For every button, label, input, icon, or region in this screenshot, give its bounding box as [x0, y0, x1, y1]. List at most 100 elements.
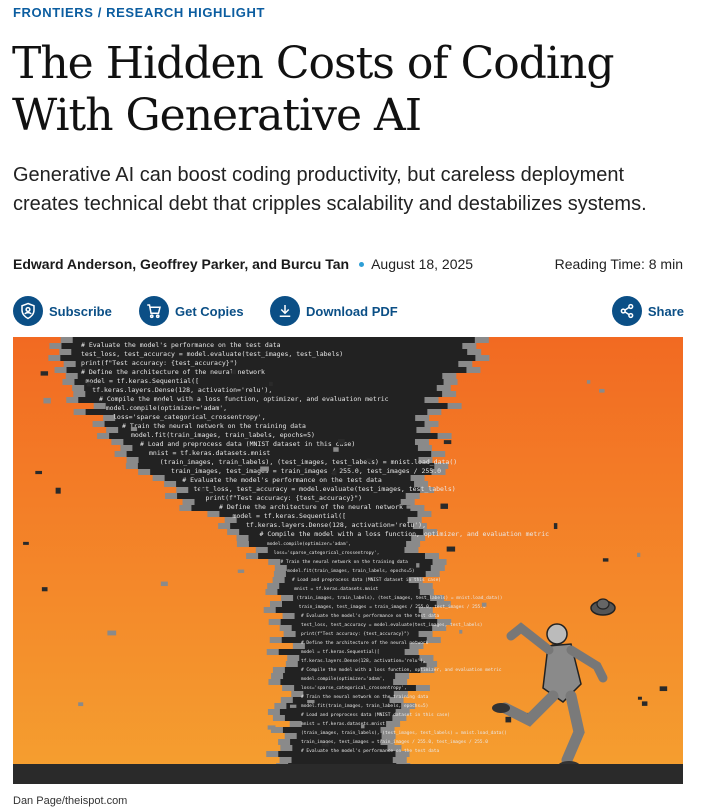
- tornado-band: [78, 397, 425, 403]
- tornado-band: [297, 661, 424, 667]
- tornado-band: [296, 733, 382, 739]
- debris-chip: [360, 724, 365, 729]
- tornado-band: [74, 379, 444, 385]
- tornado-band: [194, 499, 401, 505]
- code-line: tf.keras.layers.Dense(128, activation='r…: [301, 658, 426, 664]
- tornado-band: [118, 427, 417, 433]
- tornado-band: [284, 577, 409, 583]
- tornado-band: [219, 511, 418, 517]
- tornado-band: [295, 631, 419, 637]
- tornado-band: [299, 655, 420, 661]
- debris-chip: [307, 699, 315, 704]
- code-line: mnist = tf.keras.datasets.mnist: [301, 721, 385, 727]
- code-line: train_images, test_images = train_images…: [171, 467, 441, 475]
- code-line: tf.keras.layers.Dense(128, activation='r…: [92, 386, 272, 394]
- article-title: The Hidden Costs of Coding With Generati…: [12, 38, 615, 141]
- share-label: Share: [647, 303, 684, 319]
- debris-chip: [553, 523, 558, 530]
- debris-chip: [505, 716, 512, 723]
- byline: Edward Anderson, Geoffrey Parker, and Bu…: [13, 256, 683, 274]
- code-line: loss='sparse_categorical_crossentropy',: [301, 685, 407, 691]
- tornado-band: [77, 373, 443, 379]
- debris-chip: [23, 541, 29, 545]
- code-line: model.fit(train_images, train_labels, ep…: [301, 703, 428, 709]
- debris-chip: [337, 438, 345, 445]
- tornado-band: [164, 475, 411, 481]
- code-line: print(f"Test accuracy: {test_accuracy}"): [301, 631, 409, 637]
- code-line: model.fit(train_images, train_labels, ep…: [131, 431, 315, 439]
- debris-chip: [267, 725, 276, 730]
- running-man-figure: [492, 598, 616, 771]
- kicker-separator: /: [93, 5, 107, 20]
- download-pdf-label: Download PDF: [306, 303, 398, 319]
- tornado-band: [75, 361, 459, 367]
- tornado-band: [85, 409, 428, 415]
- tornado-band: [85, 391, 443, 397]
- debris-chip: [332, 470, 337, 476]
- debris-chip: [157, 400, 166, 406]
- subscribe-button[interactable]: Subscribe: [13, 296, 112, 326]
- tornado-body: [60, 337, 476, 769]
- code-line: # Load and preprocess data (MNIST datase…: [301, 712, 450, 718]
- tornado-band: [84, 385, 437, 391]
- hero-illustration: # Evaluate the model's performance on th…: [13, 337, 683, 784]
- share-button[interactable]: Share: [611, 296, 684, 326]
- authors[interactable]: Edward Anderson, Geoffrey Parker, and Bu…: [13, 256, 350, 272]
- debris-chip: [260, 466, 269, 472]
- reading-time: Reading Time: 8 min: [554, 256, 683, 272]
- tornado-band: [72, 337, 475, 343]
- article-dek: Generative AI can boost coding productiv…: [13, 164, 647, 215]
- code-line: print(f"Test accuracy: {test_accuracy}"): [81, 359, 238, 367]
- article-toolbar: Subscribe Get Copies Download PDF Share: [13, 296, 684, 326]
- tornado-band: [248, 535, 412, 541]
- download-pdf-button[interactable]: Download PDF: [270, 296, 398, 326]
- tornado-band: [267, 547, 405, 553]
- debris-chip: [41, 587, 48, 592]
- code-line: mnist = tf.keras.datasets.mnist: [294, 586, 378, 592]
- tornado-band: [105, 403, 448, 409]
- hat-crown: [596, 598, 610, 610]
- tornado-band: [294, 613, 422, 619]
- tornado-band: [280, 619, 438, 625]
- code-line: # Define the architecture of the neural …: [81, 368, 265, 376]
- code-line: # Compile the model with a loss function…: [301, 667, 502, 673]
- tornado-band: [286, 565, 431, 571]
- code-line: # Evaluate the model's performance on th…: [182, 476, 382, 484]
- debris-chip: [130, 427, 138, 431]
- tornado-band: [284, 715, 393, 721]
- debris-chip: [237, 569, 245, 573]
- debris-chip: [199, 488, 205, 492]
- code-line: model.compile(optimizer='adam',: [267, 541, 351, 547]
- tornado-band: [275, 607, 419, 613]
- tornado-band: [66, 367, 467, 373]
- tornado-band: [286, 703, 402, 709]
- subsection-link[interactable]: RESEARCH HIGHLIGHT: [106, 5, 266, 20]
- tornado-band: [294, 685, 416, 691]
- code-line: # Compile the model with a loss function…: [99, 395, 389, 403]
- code-line: loss='sparse_categorical_crossentropy',: [274, 550, 380, 556]
- code-line: print(f"Test accuracy: {test_accuracy}"): [206, 494, 363, 502]
- image-credit: Dan Page/theispot.com: [13, 795, 128, 807]
- debris-chip: [43, 397, 51, 404]
- tornado-band: [115, 415, 416, 421]
- code-line: mnist = tf.keras.datasets.mnist: [149, 449, 270, 457]
- code-line: # Evaluate the model's performance on th…: [81, 341, 281, 349]
- byline-dot: [359, 261, 365, 267]
- tornado-band: [132, 445, 418, 451]
- tornado-band: [239, 529, 424, 535]
- get-copies-button[interactable]: Get Copies: [139, 296, 244, 326]
- tornado-band: [278, 751, 396, 757]
- tornado-band: [277, 589, 420, 595]
- section-link[interactable]: FRONTIERS: [13, 5, 94, 20]
- debris-chip: [659, 686, 668, 692]
- tornado-code-text: # Evaluate the model's performance on th…: [81, 341, 549, 754]
- get-copies-label: Get Copies: [175, 303, 244, 319]
- tornado-band: [303, 691, 394, 697]
- debris-chip: [586, 380, 591, 384]
- code-line: train_images, test_images = train_images…: [301, 739, 488, 745]
- debris-chip: [602, 558, 609, 562]
- debris-chip: [160, 581, 168, 587]
- tornado-band: [123, 439, 415, 445]
- code-line: # Define the architecture of the neural …: [219, 503, 403, 511]
- runner-leg-front: [561, 690, 585, 766]
